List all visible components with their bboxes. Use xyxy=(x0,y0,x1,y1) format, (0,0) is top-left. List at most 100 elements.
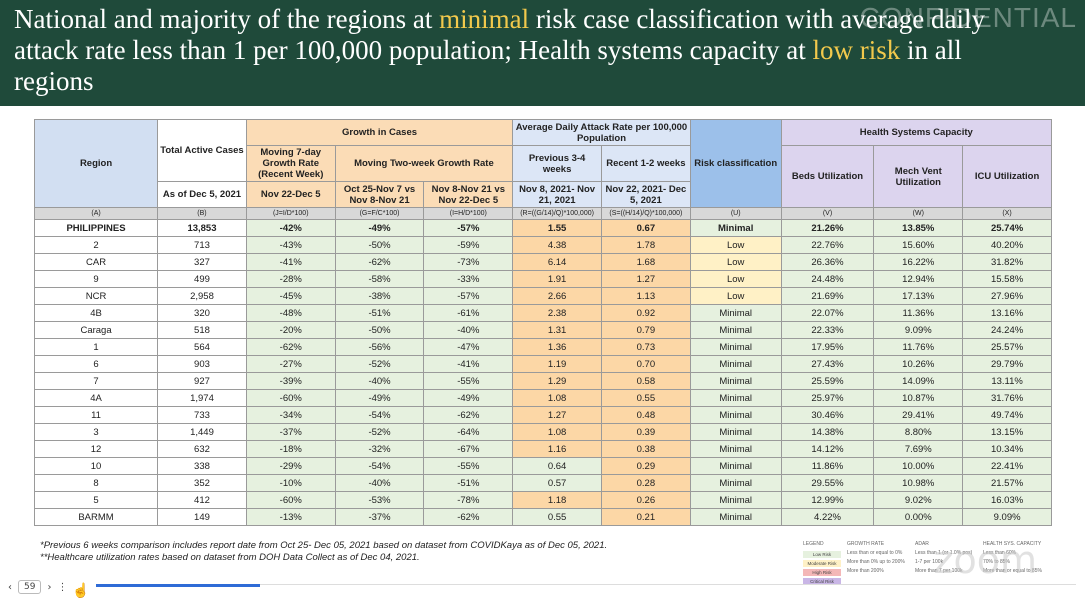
cell-rec: 0.39 xyxy=(600,423,691,441)
cell-risk: Low xyxy=(689,236,782,254)
cell-total: 327 xyxy=(157,253,247,271)
cell-total: 927 xyxy=(157,372,247,390)
header-adar: Average Daily Attack Rate per 100,000 Po… xyxy=(512,119,691,146)
cell-risk: Low xyxy=(689,253,782,271)
header-previous: Previous 3-4 weeks xyxy=(512,145,602,182)
cell-g2b: -51% xyxy=(423,474,514,492)
table-row: PHILIPPINES 13,853 -42% -49% -57% 1.55 0.67 Min… xyxy=(33,219,1052,237)
next-slide-icon[interactable]: › xyxy=(47,581,52,593)
cell-prev: 1.91 xyxy=(512,270,602,288)
table-row: 6 903 -27% -52% -41% 1.19 0.70 Minimal 27.43% 10.… xyxy=(33,355,1052,373)
cell-g2a: -51% xyxy=(334,304,425,322)
cell-beds: 22.76% xyxy=(780,236,875,254)
cell-prev: 1.08 xyxy=(512,389,602,407)
slide-body: Region Total Active Cases Growth in Case… xyxy=(0,106,1085,600)
cell-beds: 26.36% xyxy=(780,253,875,271)
cell-total: 564 xyxy=(157,338,247,356)
header-beds: Beds Utilization xyxy=(780,145,875,208)
cell-beds: 24.48% xyxy=(780,270,875,288)
cell-region: 12 xyxy=(33,440,159,458)
more-icon[interactable]: ⋮ xyxy=(57,581,68,593)
legend-adar-text: 1-7 per 100k xyxy=(915,559,944,565)
cell-region: 11 xyxy=(33,406,159,424)
legend-col-adar: ADAR Less than 1 (or 1.0% pos) 1-7 per 1… xyxy=(915,540,972,576)
cell-g2b: -47% xyxy=(423,338,514,356)
cell-g2a: -32% xyxy=(334,440,425,458)
legend-col-hsc: HEALTH SYS. CAPACITY Less than 60% 70% t… xyxy=(983,540,1042,576)
legend-hsc-text: More than or equal to 85% xyxy=(983,568,1042,574)
table-row: 10 338 -29% -54% -55% 0.64 0.29 Minimal 11.86% 10… xyxy=(33,457,1052,475)
page-number[interactable]: 59 xyxy=(18,580,42,594)
cell-icu: 29.79% xyxy=(962,355,1052,373)
cell-g2b: -61% xyxy=(423,304,514,322)
cell-region: 2 xyxy=(33,236,159,254)
header-risk: Risk classification xyxy=(689,119,782,208)
cell-g7: -28% xyxy=(245,270,336,288)
cell-total: 713 xyxy=(157,236,247,254)
cell-beds: 25.59% xyxy=(780,372,875,390)
cell-prev: 1.27 xyxy=(512,406,602,424)
cell-g2a: -40% xyxy=(334,372,425,390)
cell-mv: 9.09% xyxy=(873,321,964,339)
cell-region: NCR xyxy=(33,287,159,305)
cell-g7: -42% xyxy=(245,219,336,237)
legend-critical-swatch: Critical Risk xyxy=(803,578,841,585)
cell-total: 518 xyxy=(157,321,247,339)
code-cell: (V) xyxy=(780,207,875,220)
footnote-2: **Healthcare utilization rates based on … xyxy=(40,552,420,563)
cell-mv: 10.98% xyxy=(873,474,964,492)
code-cell: (G=F/C*100) xyxy=(334,207,425,220)
cell-risk: Minimal xyxy=(689,457,782,475)
cell-rec: 0.48 xyxy=(600,406,691,424)
header-total-active: Total Active Cases xyxy=(157,119,247,182)
formula-code-row: (A) (B) (J=I/D*100) (G=F/C*100) (I=H/D*1… xyxy=(33,207,1052,220)
footnote-1: *Previous 6 weeks comparison includes re… xyxy=(40,540,608,551)
cell-region: 6 xyxy=(33,355,159,373)
cell-g2b: -40% xyxy=(423,321,514,339)
cell-total: 13,853 xyxy=(157,219,247,237)
cell-g7: -13% xyxy=(245,508,336,526)
title-text-1: National and majority of the regions at xyxy=(14,4,440,34)
cell-total: 412 xyxy=(157,491,247,509)
cell-g2b: -57% xyxy=(423,287,514,305)
cell-region: 3 xyxy=(33,423,159,441)
prev-slide-icon[interactable]: ‹ xyxy=(8,581,12,593)
cell-g2b: -78% xyxy=(423,491,514,509)
cell-prev: 4.38 xyxy=(512,236,602,254)
cell-rec: 1.78 xyxy=(600,236,691,254)
table-row: Caraga 518 -20% -50% -40% 1.31 0.79 Minimal 22.3… xyxy=(33,321,1052,339)
header-date-prev: Nov 8, 2021- Nov 21, 2021 xyxy=(512,181,602,208)
cell-prev: 2.66 xyxy=(512,287,602,305)
cell-prev: 1.29 xyxy=(512,372,602,390)
cell-risk: Low xyxy=(689,270,782,288)
cell-region: 1 xyxy=(33,338,159,356)
progress-track xyxy=(96,584,1076,585)
table-row: 4B 320 -48% -51% -61% 2.38 0.92 Minimal 22.07% 11… xyxy=(33,304,1052,322)
slide-title: National and majority of the regions at … xyxy=(14,4,1024,97)
cell-beds: 25.97% xyxy=(780,389,875,407)
title-highlight-minimal: minimal xyxy=(439,4,530,34)
cell-prev: 6.14 xyxy=(512,253,602,271)
code-cell: (S=((H/14)/Q)*100,000) xyxy=(600,207,691,220)
header-icu: ICU Utilization xyxy=(962,145,1052,208)
cell-rec: 0.70 xyxy=(600,355,691,373)
legend: LEGEND Low Risk Moderate Risk High Risk … xyxy=(803,540,1053,586)
cell-g7: -29% xyxy=(245,457,336,475)
cell-g7: -27% xyxy=(245,355,336,373)
legend-hsc-text: 70% to 85% xyxy=(983,559,1010,565)
cell-icu: 9.09% xyxy=(962,508,1052,526)
cell-prev: 1.31 xyxy=(512,321,602,339)
cell-total: 1,449 xyxy=(157,423,247,441)
header-date-g2b: Nov 8-Nov 21 vs Nov 22-Dec 5 xyxy=(423,181,514,208)
header-recent: Recent 1-2 weeks xyxy=(600,145,691,182)
cell-risk: Minimal xyxy=(689,440,782,458)
cell-prev: 0.64 xyxy=(512,457,602,475)
cell-g2a: -54% xyxy=(334,457,425,475)
cell-total: 338 xyxy=(157,457,247,475)
cell-rec: 0.38 xyxy=(600,440,691,458)
code-cell: (U) xyxy=(689,207,782,220)
cell-beds: 4.22% xyxy=(780,508,875,526)
cell-g7: -10% xyxy=(245,474,336,492)
header-hsc: Health Systems Capacity xyxy=(780,119,1053,146)
legend-adar-title: ADAR xyxy=(915,541,929,547)
